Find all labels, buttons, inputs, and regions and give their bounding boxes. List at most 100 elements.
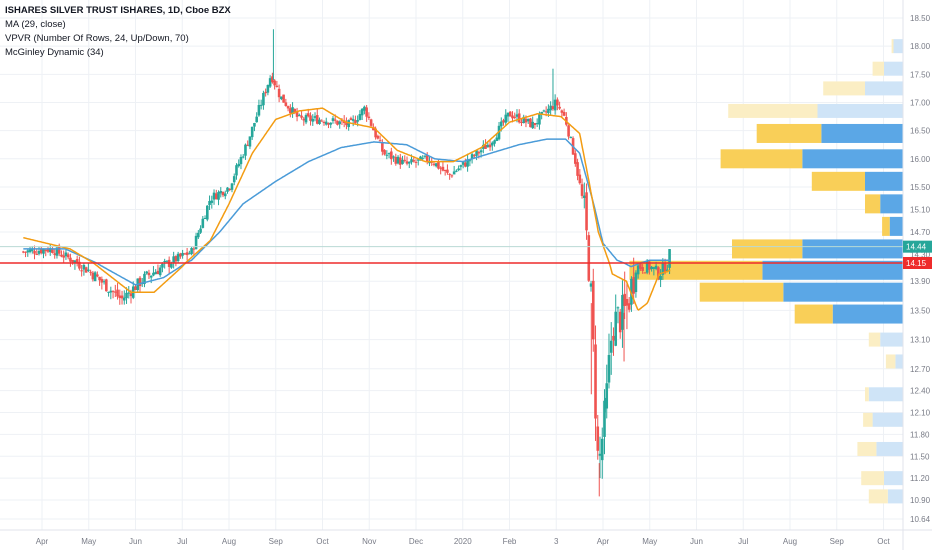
candle-body	[320, 120, 324, 122]
candle-body	[416, 159, 420, 161]
candle-body	[246, 144, 249, 146]
time-tick-label: Dec	[409, 537, 423, 546]
candle-body	[237, 163, 241, 167]
time-tick-label: May	[642, 537, 657, 546]
symbol-title[interactable]: ISHARES SILVER TRUST ISHARES, 1D, Cboe B…	[5, 5, 231, 16]
candle-body	[600, 438, 604, 461]
candle-body	[306, 113, 310, 117]
candle-body	[194, 235, 198, 250]
volume-profile-down-bar	[699, 282, 784, 302]
candle-body	[392, 156, 395, 158]
candle-body	[535, 123, 539, 125]
candle-body	[275, 85, 279, 88]
candle-body	[378, 140, 382, 142]
volume-profile-up-bar	[872, 412, 903, 427]
candle-body	[659, 276, 662, 280]
last-price-badge	[903, 257, 932, 269]
candle-body	[390, 151, 393, 160]
candle-body	[376, 135, 380, 139]
candle-body	[206, 205, 209, 220]
candle-body	[219, 191, 223, 194]
candle-body	[273, 80, 276, 86]
candle-body	[170, 263, 173, 268]
candle-body	[569, 136, 573, 138]
candle-body	[302, 118, 306, 121]
volume-profile-down-bar	[720, 149, 803, 169]
candle-body	[145, 271, 149, 274]
candle-body	[558, 106, 561, 109]
volume-profile-up-bar	[762, 260, 903, 280]
candle-body	[609, 340, 613, 353]
candle-body	[181, 252, 184, 256]
candle-body	[174, 256, 178, 262]
candle-body	[284, 102, 288, 107]
candle-body	[551, 106, 555, 110]
candle-body	[385, 154, 389, 156]
candle-body	[250, 126, 254, 138]
volume-profile-down-bar	[863, 412, 873, 427]
candle-body	[580, 184, 584, 196]
time-tick-label: Jul	[177, 537, 187, 546]
mcginley-dynamic-line	[23, 107, 671, 311]
candle-body	[295, 111, 299, 117]
candle-body	[22, 251, 25, 253]
candle-body	[51, 249, 54, 253]
candle-body	[479, 150, 483, 153]
candle-body	[253, 122, 256, 127]
candle-body	[118, 295, 122, 298]
candle-body	[490, 142, 494, 146]
candle-body	[396, 156, 400, 164]
volume-profile-up-bar	[880, 332, 903, 347]
candle-body	[197, 232, 200, 238]
candle-body	[138, 277, 142, 287]
candle-body	[639, 263, 642, 269]
candle-body	[259, 104, 263, 106]
candle-body	[524, 118, 528, 123]
candle-body	[313, 116, 317, 118]
price-tick-label: 18.00	[910, 42, 931, 51]
candle-body	[223, 193, 227, 197]
candle-body	[277, 88, 281, 98]
candle-body	[360, 108, 364, 116]
candle-body	[221, 191, 225, 196]
candle-body	[152, 272, 155, 276]
candle-body	[268, 78, 272, 87]
candle-body	[591, 280, 595, 340]
price-tick-label: 11.50	[910, 452, 930, 461]
candle-body	[661, 263, 665, 275]
price-tick-label: 12.70	[910, 365, 931, 374]
candle-body	[331, 118, 335, 121]
candle-body	[403, 159, 407, 161]
candle-body	[24, 251, 27, 253]
candle-body	[607, 354, 611, 383]
volume-profile-up-bar	[889, 216, 903, 236]
legend-ma[interactable]: MA (29, close)	[5, 19, 66, 30]
time-tick-label: Apr	[36, 537, 49, 546]
candle-body	[37, 250, 41, 254]
candle-body	[652, 267, 656, 269]
legend-vpvr[interactable]: VPVR (Number Of Rows, 24, Up/Down, 70)	[5, 33, 189, 44]
volume-profile-down-bar	[868, 332, 881, 347]
candle-body	[632, 277, 635, 294]
candle-body	[327, 122, 330, 125]
candle-body	[401, 159, 404, 164]
candle-body	[567, 125, 570, 137]
candle-body	[46, 249, 50, 252]
candle-body	[387, 153, 391, 155]
volume-profile-down-bar	[865, 387, 869, 402]
candle-body	[666, 269, 669, 272]
candle-body	[443, 170, 447, 172]
price-tick-label: 15.10	[910, 205, 931, 214]
candle-body	[470, 154, 474, 160]
candle-body	[129, 293, 133, 297]
candle-body	[309, 115, 312, 121]
candle-body	[596, 426, 600, 451]
candle-body	[625, 299, 629, 306]
candle-body	[508, 111, 512, 117]
candle-body	[354, 120, 357, 124]
volume-profile-down-bar	[861, 471, 884, 486]
candle-body	[576, 162, 579, 176]
candle-body	[75, 259, 79, 263]
legend-mcginley[interactable]: McGinley Dynamic (34)	[5, 47, 104, 58]
